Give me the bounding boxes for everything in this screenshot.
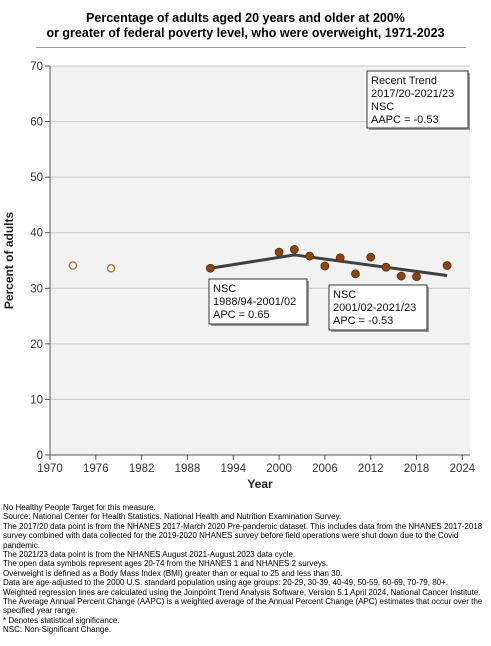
annotation-box xyxy=(366,70,469,129)
annotation-text: NSC xyxy=(333,289,356,301)
y-tick-label: 40 xyxy=(30,228,43,240)
footer-note: No Healthy People Target for this measur… xyxy=(3,503,156,512)
data-point xyxy=(289,244,299,254)
data-point xyxy=(442,261,452,270)
annotation-text: NSC xyxy=(213,283,236,295)
data-point-open xyxy=(68,261,78,270)
data-point xyxy=(305,251,315,261)
data-point xyxy=(351,269,360,279)
chart-title-line-2: or greater of federal poverty level, who… xyxy=(46,26,445,40)
footer-note: Weighted regression lines are calculated… xyxy=(3,587,481,597)
annotation-box xyxy=(208,278,308,325)
data-point xyxy=(205,263,215,273)
x-tick-label: 1988 xyxy=(175,463,201,475)
x-tick-label: 2000 xyxy=(266,463,292,475)
trend-line xyxy=(210,253,448,277)
x-tick-label: 1994 xyxy=(220,463,246,475)
x-tick-label: 1982 xyxy=(129,463,155,475)
title-divider xyxy=(36,47,466,48)
annotation-text: APC = 0.65 xyxy=(213,309,270,321)
annotation-text: AAPC = -0.53 xyxy=(371,114,439,126)
footer-note: Overweight is defined as a Body Mass Ind… xyxy=(3,568,343,578)
x-tick-label: 1976 xyxy=(83,463,109,475)
footer-note: The 2021/23 data point is from the NHANE… xyxy=(3,550,296,560)
y-tick-label: 0 xyxy=(37,450,43,462)
data-point xyxy=(381,262,391,272)
x-tick-label: 2012 xyxy=(358,463,384,475)
y-tick-label: 20 xyxy=(30,339,43,351)
data-point-open xyxy=(106,264,116,273)
data-point xyxy=(366,252,376,262)
x-tick-label: 2006 xyxy=(312,463,338,475)
footer-note: NSC: Non-Significant Change. xyxy=(3,625,112,635)
footer-note: Data are age-adjusted to the 2000 U.S. s… xyxy=(3,578,448,588)
x-tick-label: 2024 xyxy=(450,463,476,475)
annotation-text: Recent Trend xyxy=(371,75,437,87)
y-tick-label: 70 xyxy=(30,61,43,73)
data-point xyxy=(412,272,421,282)
footer-note: The 2017/20 data point is from the NHANE… xyxy=(3,521,483,550)
chart-svg: 0 10 20 30 40 50 60 70 1970 1976 1982 1988 1994 2000 2… xyxy=(2,61,476,491)
y-tick-label: 60 xyxy=(30,117,43,129)
annotation-text: 2001/02-2021/23 xyxy=(333,302,416,314)
annotation-text: 2017/20-2021/23 xyxy=(371,88,454,100)
footer-note: Source: National Center for Health Stati… xyxy=(3,512,342,522)
x-tick-label: 2018 xyxy=(404,463,430,475)
data-point xyxy=(320,261,330,271)
footer-note: * Denotes statistical significance. xyxy=(3,615,120,625)
y-tick-label: 50 xyxy=(30,172,43,184)
y-tick-label: 30 xyxy=(30,283,43,295)
annotation-text: NSC xyxy=(371,101,394,113)
footer-notes: No Healthy People Target for this measur… xyxy=(3,503,489,635)
footer-note: The open data symbols represent ages 20-… xyxy=(3,559,329,569)
annotation-box xyxy=(328,284,428,331)
chart-title-line-1: Percentage of adults aged 20 years and o… xyxy=(86,11,405,25)
data-point xyxy=(274,247,284,257)
y-tick-label: 10 xyxy=(30,394,43,406)
data-point xyxy=(396,271,406,281)
footer-note: The Average Annual Percent Change (AAPC)… xyxy=(3,597,483,616)
annotation-text: APC = -0.53 xyxy=(333,315,393,327)
y-axis-title: Percent of adults xyxy=(2,212,16,310)
x-tick-label: 1970 xyxy=(37,463,63,475)
x-axis-title: Year xyxy=(247,477,273,491)
annotation-text: 1988/94-2001/02 xyxy=(213,296,296,308)
data-point xyxy=(335,253,345,263)
